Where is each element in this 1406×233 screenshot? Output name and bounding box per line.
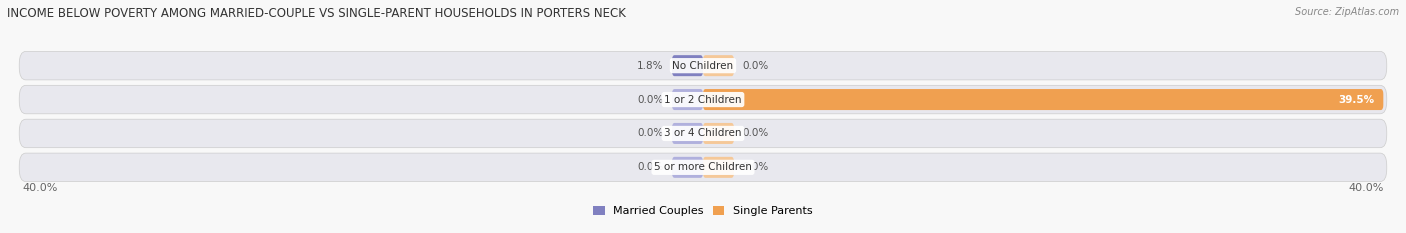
FancyBboxPatch shape [672, 89, 703, 110]
FancyBboxPatch shape [703, 55, 734, 76]
FancyBboxPatch shape [672, 55, 703, 76]
Text: 1.8%: 1.8% [637, 61, 664, 71]
Text: 0.0%: 0.0% [637, 162, 664, 172]
Text: 40.0%: 40.0% [22, 183, 58, 193]
Text: 0.0%: 0.0% [742, 128, 769, 138]
Text: 1 or 2 Children: 1 or 2 Children [664, 95, 742, 105]
FancyBboxPatch shape [703, 89, 1384, 110]
FancyBboxPatch shape [703, 157, 734, 178]
FancyBboxPatch shape [703, 123, 734, 144]
Text: 39.5%: 39.5% [1339, 95, 1375, 105]
FancyBboxPatch shape [20, 85, 1386, 114]
Text: 0.0%: 0.0% [742, 162, 769, 172]
FancyBboxPatch shape [672, 123, 703, 144]
FancyBboxPatch shape [20, 153, 1386, 182]
Text: Source: ZipAtlas.com: Source: ZipAtlas.com [1295, 7, 1399, 17]
FancyBboxPatch shape [672, 157, 703, 178]
Text: 40.0%: 40.0% [1348, 183, 1384, 193]
FancyBboxPatch shape [20, 119, 1386, 148]
Text: 0.0%: 0.0% [742, 61, 769, 71]
FancyBboxPatch shape [20, 51, 1386, 80]
Text: No Children: No Children [672, 61, 734, 71]
Text: 0.0%: 0.0% [637, 95, 664, 105]
Text: 5 or more Children: 5 or more Children [654, 162, 752, 172]
Legend: Married Couples, Single Parents: Married Couples, Single Parents [592, 203, 814, 218]
Text: 3 or 4 Children: 3 or 4 Children [664, 128, 742, 138]
Text: INCOME BELOW POVERTY AMONG MARRIED-COUPLE VS SINGLE-PARENT HOUSEHOLDS IN PORTERS: INCOME BELOW POVERTY AMONG MARRIED-COUPL… [7, 7, 626, 20]
Text: 0.0%: 0.0% [637, 128, 664, 138]
